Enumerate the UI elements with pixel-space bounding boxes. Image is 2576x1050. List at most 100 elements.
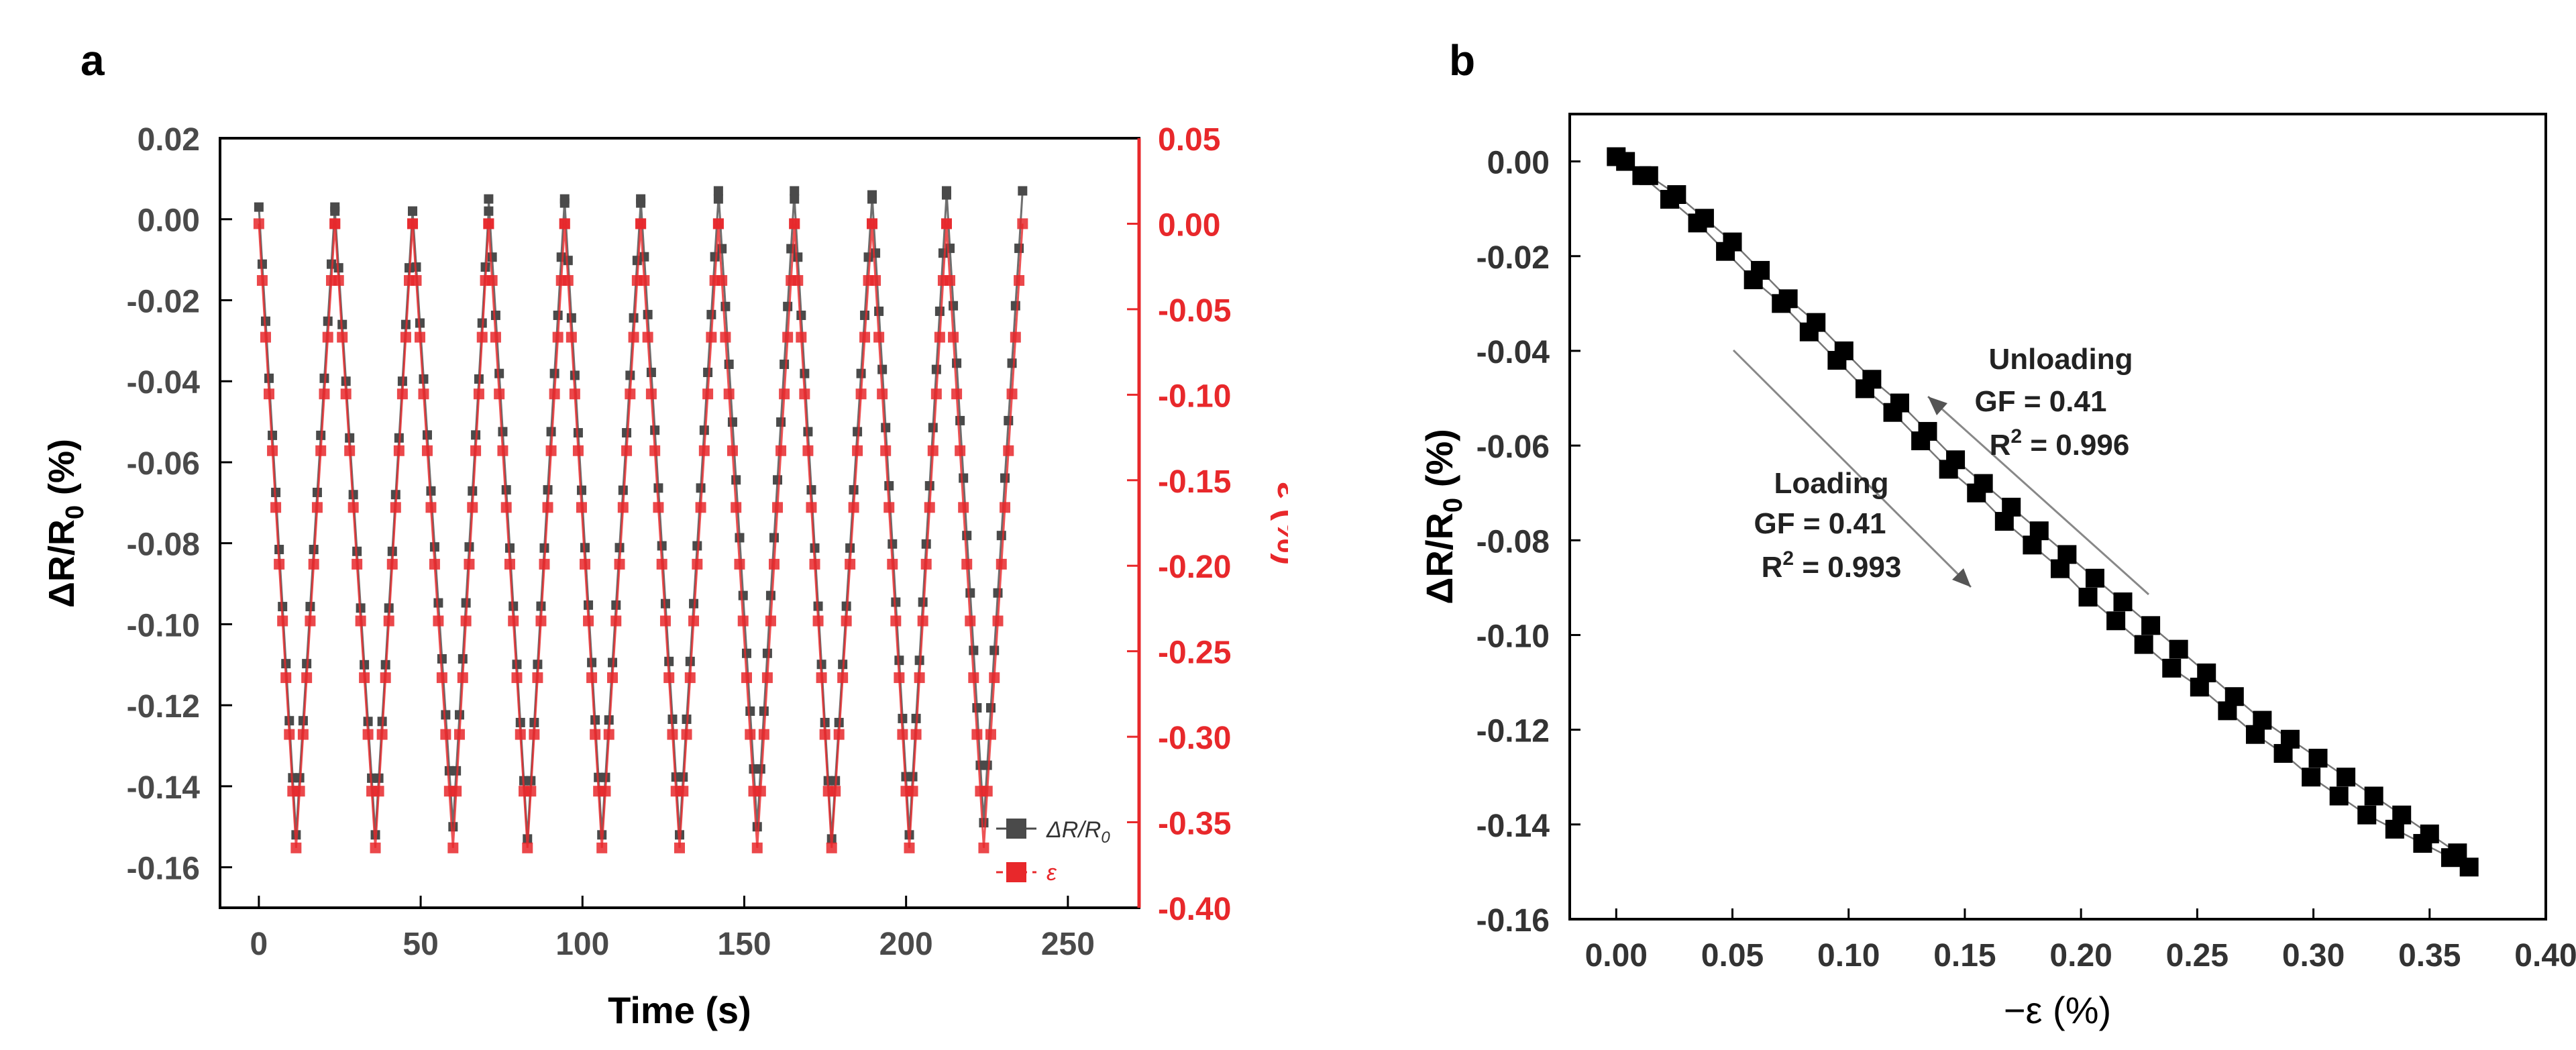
panel-a-data-point <box>702 388 714 400</box>
unloading-gf: GF = 0.41 <box>1975 385 2107 418</box>
panel-a-right-tick-label: -0.05 <box>1158 293 1231 329</box>
panel-a-data-point <box>1003 445 1014 456</box>
panel-a-right-tick-label: 0.05 <box>1158 122 1220 158</box>
panel-a-y-axis-title: ΔR/R0 (%) <box>42 439 89 608</box>
panel-a-data-point <box>727 445 738 456</box>
panel-a-data-point <box>340 388 352 400</box>
panel-a-data-point <box>649 445 661 456</box>
panel-b-unloading-point <box>2141 616 2161 635</box>
panel-a-data-point <box>996 558 1007 570</box>
panel-a-data-point <box>765 590 775 600</box>
panel-a-data-point <box>1017 218 1028 229</box>
panel-a-data-point <box>421 445 433 456</box>
panel-a-data-point <box>985 702 996 713</box>
panel-b-y-tick-label: -0.12 <box>1477 714 1550 749</box>
panel-a-y-axis-title-main: ΔR/R <box>42 519 82 608</box>
panel-b-loading-point <box>2329 786 2349 806</box>
panel-b-unloading-point <box>1751 260 1770 280</box>
panel-a-data-point <box>685 656 695 666</box>
panel-b-y-tick-label: 0.00 <box>1487 146 1550 181</box>
panel-a-data-point <box>692 541 702 551</box>
panel-a-data-point <box>583 615 594 627</box>
panel-a-data-point <box>590 729 601 740</box>
panel-b-unloading-arrow <box>1927 395 2150 596</box>
panel-a-data-point <box>559 198 570 208</box>
panel-a-data-point <box>769 533 779 543</box>
panel-a-data-point <box>532 672 543 684</box>
panel-b-unloading-point <box>1890 393 1909 413</box>
panel-a-data-point <box>254 202 264 212</box>
panel-a-data-point <box>720 301 731 311</box>
panel-a-data-point <box>965 615 976 627</box>
panel-b-loading-annotation: Loading GF = 0.41 R2 = 0.993 <box>1754 467 1902 584</box>
panel-a-data-point <box>737 615 749 627</box>
panel-a-data-point <box>440 729 451 740</box>
panel-a-right-tick-label: -0.35 <box>1158 806 1231 842</box>
panel-a-data-point <box>614 543 625 553</box>
panel-a-data-point <box>390 502 401 513</box>
panel-b-x-axis-title: −ε (%) <box>2004 989 2111 1031</box>
panel-a-data-point <box>849 485 859 495</box>
panel-a-data-point <box>559 218 570 229</box>
panel-a-data-point <box>486 275 498 286</box>
panel-a-data-point <box>457 672 468 684</box>
loading-r2-prefix: R <box>1762 551 1783 584</box>
panel-a-left-tick-label: -0.08 <box>127 527 200 563</box>
panel-a-data-point <box>487 252 497 262</box>
panel-a-data-point <box>918 597 928 607</box>
panel-b-unloading-point <box>1974 474 1993 493</box>
panel-a-data-point <box>796 310 806 320</box>
panel-a-x-axis-title: Time (s) <box>608 989 751 1031</box>
panel-a-data-point <box>618 485 628 495</box>
panel-a-data-point <box>751 842 763 853</box>
panel-a-right-tick-label: -0.20 <box>1158 549 1231 585</box>
panel-a-data-point <box>972 702 982 713</box>
panel-a-data-point <box>845 558 856 570</box>
panel-a-data-point <box>681 729 692 740</box>
panel-a-data-point <box>768 558 780 570</box>
panel-b-unloading-point <box>1807 313 1826 332</box>
panel-a-data-point <box>699 425 709 435</box>
panel-a-data-point <box>874 306 884 316</box>
panel-a-data-point <box>433 598 443 608</box>
panel-a-data-point <box>529 729 540 740</box>
panel-a-data-point <box>735 533 745 543</box>
panel-a-data-point <box>543 485 553 495</box>
panel-a-data-point <box>359 672 370 684</box>
panel-a-data-point <box>497 445 508 456</box>
panel-a-data-point <box>322 331 333 343</box>
panel-a-data-point <box>856 368 866 378</box>
panel-a-label: a <box>80 36 105 85</box>
panel-b-loading-point <box>2302 768 2321 787</box>
panel-a-data-point <box>274 558 285 570</box>
panel-a-data-point <box>1006 388 1018 400</box>
panel-a-data-point <box>993 588 1003 598</box>
panel-b-unloading-point <box>1695 209 1714 228</box>
panel-a-data-point <box>305 615 316 627</box>
panel-a-data-point <box>867 190 877 200</box>
panel-a-data-point <box>326 259 336 269</box>
panel-b-x-tick-label: 0.05 <box>1701 938 1764 974</box>
panel-a-data-point <box>330 206 340 216</box>
panel-a-right-tick-label: 0.00 <box>1158 207 1220 243</box>
panel-b-x-tick-label: 0.30 <box>2282 938 2345 974</box>
panel-a-data-point <box>971 729 983 740</box>
panel-a-data-point <box>772 502 784 513</box>
panel-a-data-point <box>955 445 966 456</box>
panel-a-x-tick-label: 150 <box>717 927 771 962</box>
panel-a-data-point <box>545 445 557 456</box>
unloading-r2-prefix: R <box>1990 429 2011 462</box>
panel-a-data-point <box>315 445 327 456</box>
unloading-r2: R2 = 0.996 <box>1990 425 2130 462</box>
panel-b-unloading-point <box>2085 568 2104 588</box>
panel-b-unloading-line <box>1625 160 2459 854</box>
panel-a-data-point <box>563 256 573 266</box>
panel-a-data-point <box>819 729 830 740</box>
panel-b-unloading-point <box>2337 768 2356 787</box>
panel-b-y-axis-title-sub: 0 <box>1438 498 1468 513</box>
panel-a-data-point <box>783 301 793 311</box>
panel-a-data-point <box>1000 502 1011 513</box>
panel-a-data-point <box>483 218 494 229</box>
legend-label-dr: ΔR/R0 <box>1046 817 1110 847</box>
panel-a-data-point <box>880 445 892 456</box>
